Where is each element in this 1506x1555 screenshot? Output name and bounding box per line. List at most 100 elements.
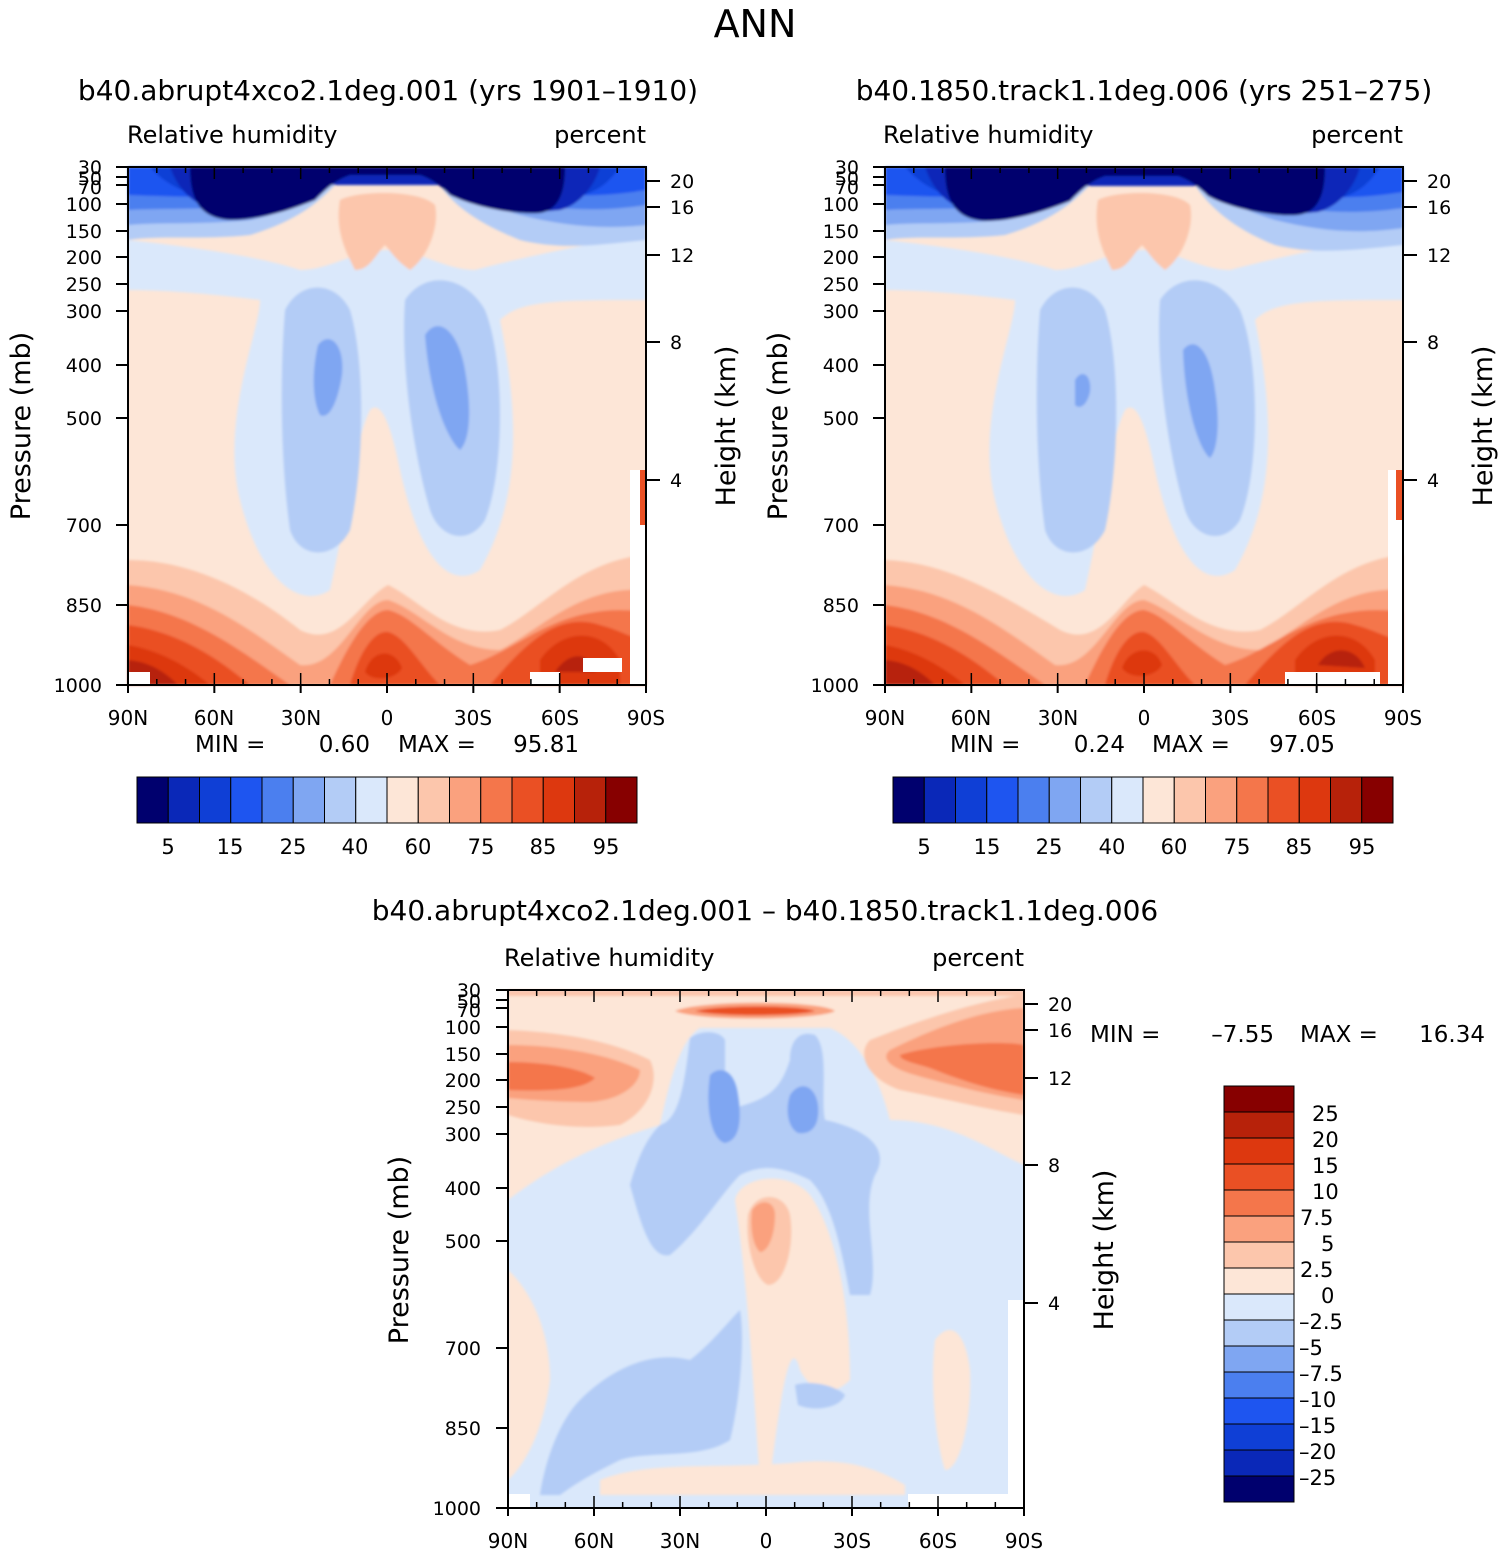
colorbar-swatch [955, 776, 988, 824]
panel-1-strat-7 [190, 167, 565, 220]
panel-1-y-label-700: 700 [66, 515, 102, 537]
panel-2-max-value: 97.05 [1269, 732, 1335, 758]
colorbar-swatch [1017, 776, 1050, 824]
figure-title: ANN [714, 2, 797, 46]
panel-1-y-label-850: 850 [66, 595, 102, 617]
panel-1-y-label-400: 400 [66, 355, 102, 377]
colorbar-swatch [1223, 1293, 1295, 1321]
panel-3-h-label-4: 4 [1048, 1293, 1060, 1315]
panel-1-band-subtropical-tongue [338, 193, 436, 270]
panel-3-max-value: 16.34 [1419, 1022, 1485, 1048]
panel-3-band-pos-strat-left-core [508, 1062, 595, 1091]
colorbar-swatch [1080, 776, 1113, 824]
panel-2-max-label: MAX = [1152, 732, 1230, 758]
panel-2-left-label: Relative humidity [883, 121, 1093, 149]
panel-3-y-label-250: 250 [445, 1097, 481, 1119]
panel-2: b40.1850.track1.1deg.006 (yrs 251–275) R… [763, 74, 1499, 859]
panel-2-h-label-12: 12 [1427, 245, 1451, 267]
colorbar-swatch [1330, 776, 1363, 824]
panel-2-x-label-60n: 60N [951, 706, 991, 730]
panel-2-y-label-300: 300 [823, 301, 859, 323]
colorbar-swatch [449, 776, 482, 824]
panel-3-y-label-100: 100 [445, 1017, 481, 1039]
panel-1-y-label-70: 70 [78, 177, 102, 199]
panel-2-cb-label-40: 40 [1099, 835, 1126, 859]
panel-3-cb-label-neg-5: –5 [1299, 1336, 1323, 1360]
colorbar-swatch [1048, 776, 1081, 824]
colorbar-swatch [574, 776, 607, 824]
panel-1-height-ticks [646, 180, 660, 481]
panel-1-band-mid-dry-left-core [313, 339, 343, 416]
colorbar-swatch [1361, 776, 1394, 824]
colorbar-swatch [355, 776, 388, 824]
panel-2-cb-label-25: 25 [1036, 835, 1063, 859]
colorbar-swatch [417, 776, 450, 824]
panel-3-cb-label-15: 15 [1312, 1154, 1339, 1178]
panel-3-band-neg-core-left [708, 1070, 740, 1143]
panel-2-band-near-saturated [885, 635, 1375, 685]
panel-1-right-label: percent [554, 121, 646, 149]
panel-2-y-label-150: 150 [823, 221, 859, 243]
panel-1-y-label-500: 500 [66, 408, 102, 430]
colorbar-swatch [261, 776, 294, 824]
panel-1-max-value: 95.81 [513, 732, 579, 758]
colorbar-swatch [1142, 776, 1175, 824]
panel-2-cb-label-5: 5 [917, 835, 930, 859]
panel-2-band-mid-dry-left-core [1075, 373, 1091, 407]
colorbar-swatch [386, 776, 419, 824]
panel-3-x-label-30n: 30N [660, 1529, 700, 1553]
panel-3-x-label-90s: 90S [1005, 1529, 1043, 1553]
panel-2-min-label: MIN = [950, 732, 1020, 758]
colorbar-swatch [1298, 776, 1331, 824]
panel-3-y-label-1000: 1000 [433, 1498, 481, 1520]
colorbar-swatch [480, 776, 513, 824]
panel-2-y-label-100: 100 [823, 194, 859, 216]
panel-2-x-label-30n: 30N [1038, 706, 1078, 730]
panel-2-y-label-50: 50 [835, 168, 859, 190]
panel-2-right-label: percent [1311, 121, 1403, 149]
colorbar-swatch [1223, 1449, 1295, 1477]
panel-1-edge-wet [640, 470, 646, 525]
panel-2-h-label-20: 20 [1427, 171, 1451, 193]
panel-3-y-label-500: 500 [445, 1231, 481, 1253]
panel-3-x-label-eq: 0 [760, 1529, 773, 1553]
panel-3-title: b40.abrupt4xco2.1deg.001 – b40.1850.trac… [372, 894, 1158, 927]
panel-3-x-label-30s: 30S [833, 1529, 871, 1553]
panel-3-min-value: –7.55 [1211, 1022, 1274, 1048]
panel-1-band-mid-dry-right-core [425, 326, 470, 450]
panel-2-x-label-60s: 60S [1298, 706, 1336, 730]
panel-3-h-label-8: 8 [1048, 1155, 1060, 1177]
colorbar-swatch [1223, 1215, 1295, 1243]
colorbar-swatch [1223, 1085, 1295, 1113]
panel-1-x-label-30n: 30N [281, 706, 321, 730]
panel-2-cb-label-85: 85 [1286, 835, 1313, 859]
panel-3-x-label-60s: 60S [919, 1529, 957, 1553]
panel-2-ylabel-right: Height (km) [1468, 346, 1499, 507]
panel-3-cb-label-5: 5 [1321, 1232, 1334, 1256]
panel-2-y-label-200: 200 [823, 247, 859, 269]
panel-1-max-label: MAX = [398, 732, 476, 758]
panel-1-x-label-60n: 60N [194, 706, 234, 730]
panel-2-y-label-30: 30 [835, 157, 859, 179]
panel-2-band-mid-dry-left-column [1036, 287, 1117, 553]
panel-3-y-label-50: 50 [457, 991, 481, 1013]
panel-3-band-neg-mid [630, 1032, 880, 1295]
panel-1-ylabel: Pressure (mb) [6, 332, 37, 520]
colorbar-swatch [1223, 1189, 1295, 1217]
panel-3-cb-label-7-5: 7.5 [1300, 1206, 1333, 1230]
panel-2-x-label-eq: 0 [1138, 706, 1151, 730]
panel-2-missing-ground [1285, 470, 1403, 685]
panel-3-y-label-200: 200 [445, 1070, 481, 1092]
panel-2-colorbar [892, 776, 1394, 824]
colorbar-swatch [986, 776, 1019, 824]
panel-2-ylabel: Pressure (mb) [763, 332, 794, 520]
colorbar-swatch [1223, 1423, 1295, 1451]
colorbar-swatch [1223, 1319, 1295, 1347]
panel-3-band-pos-tongue-max [751, 1202, 775, 1252]
panel-1-y-label-300: 300 [66, 301, 102, 323]
panel-3-h-label-20: 20 [1048, 994, 1072, 1016]
colorbar-swatch [292, 776, 325, 824]
panel-3-band-pos-surface [600, 1461, 905, 1495]
panel-3-cb-label-neg-15: –15 [1299, 1414, 1336, 1438]
